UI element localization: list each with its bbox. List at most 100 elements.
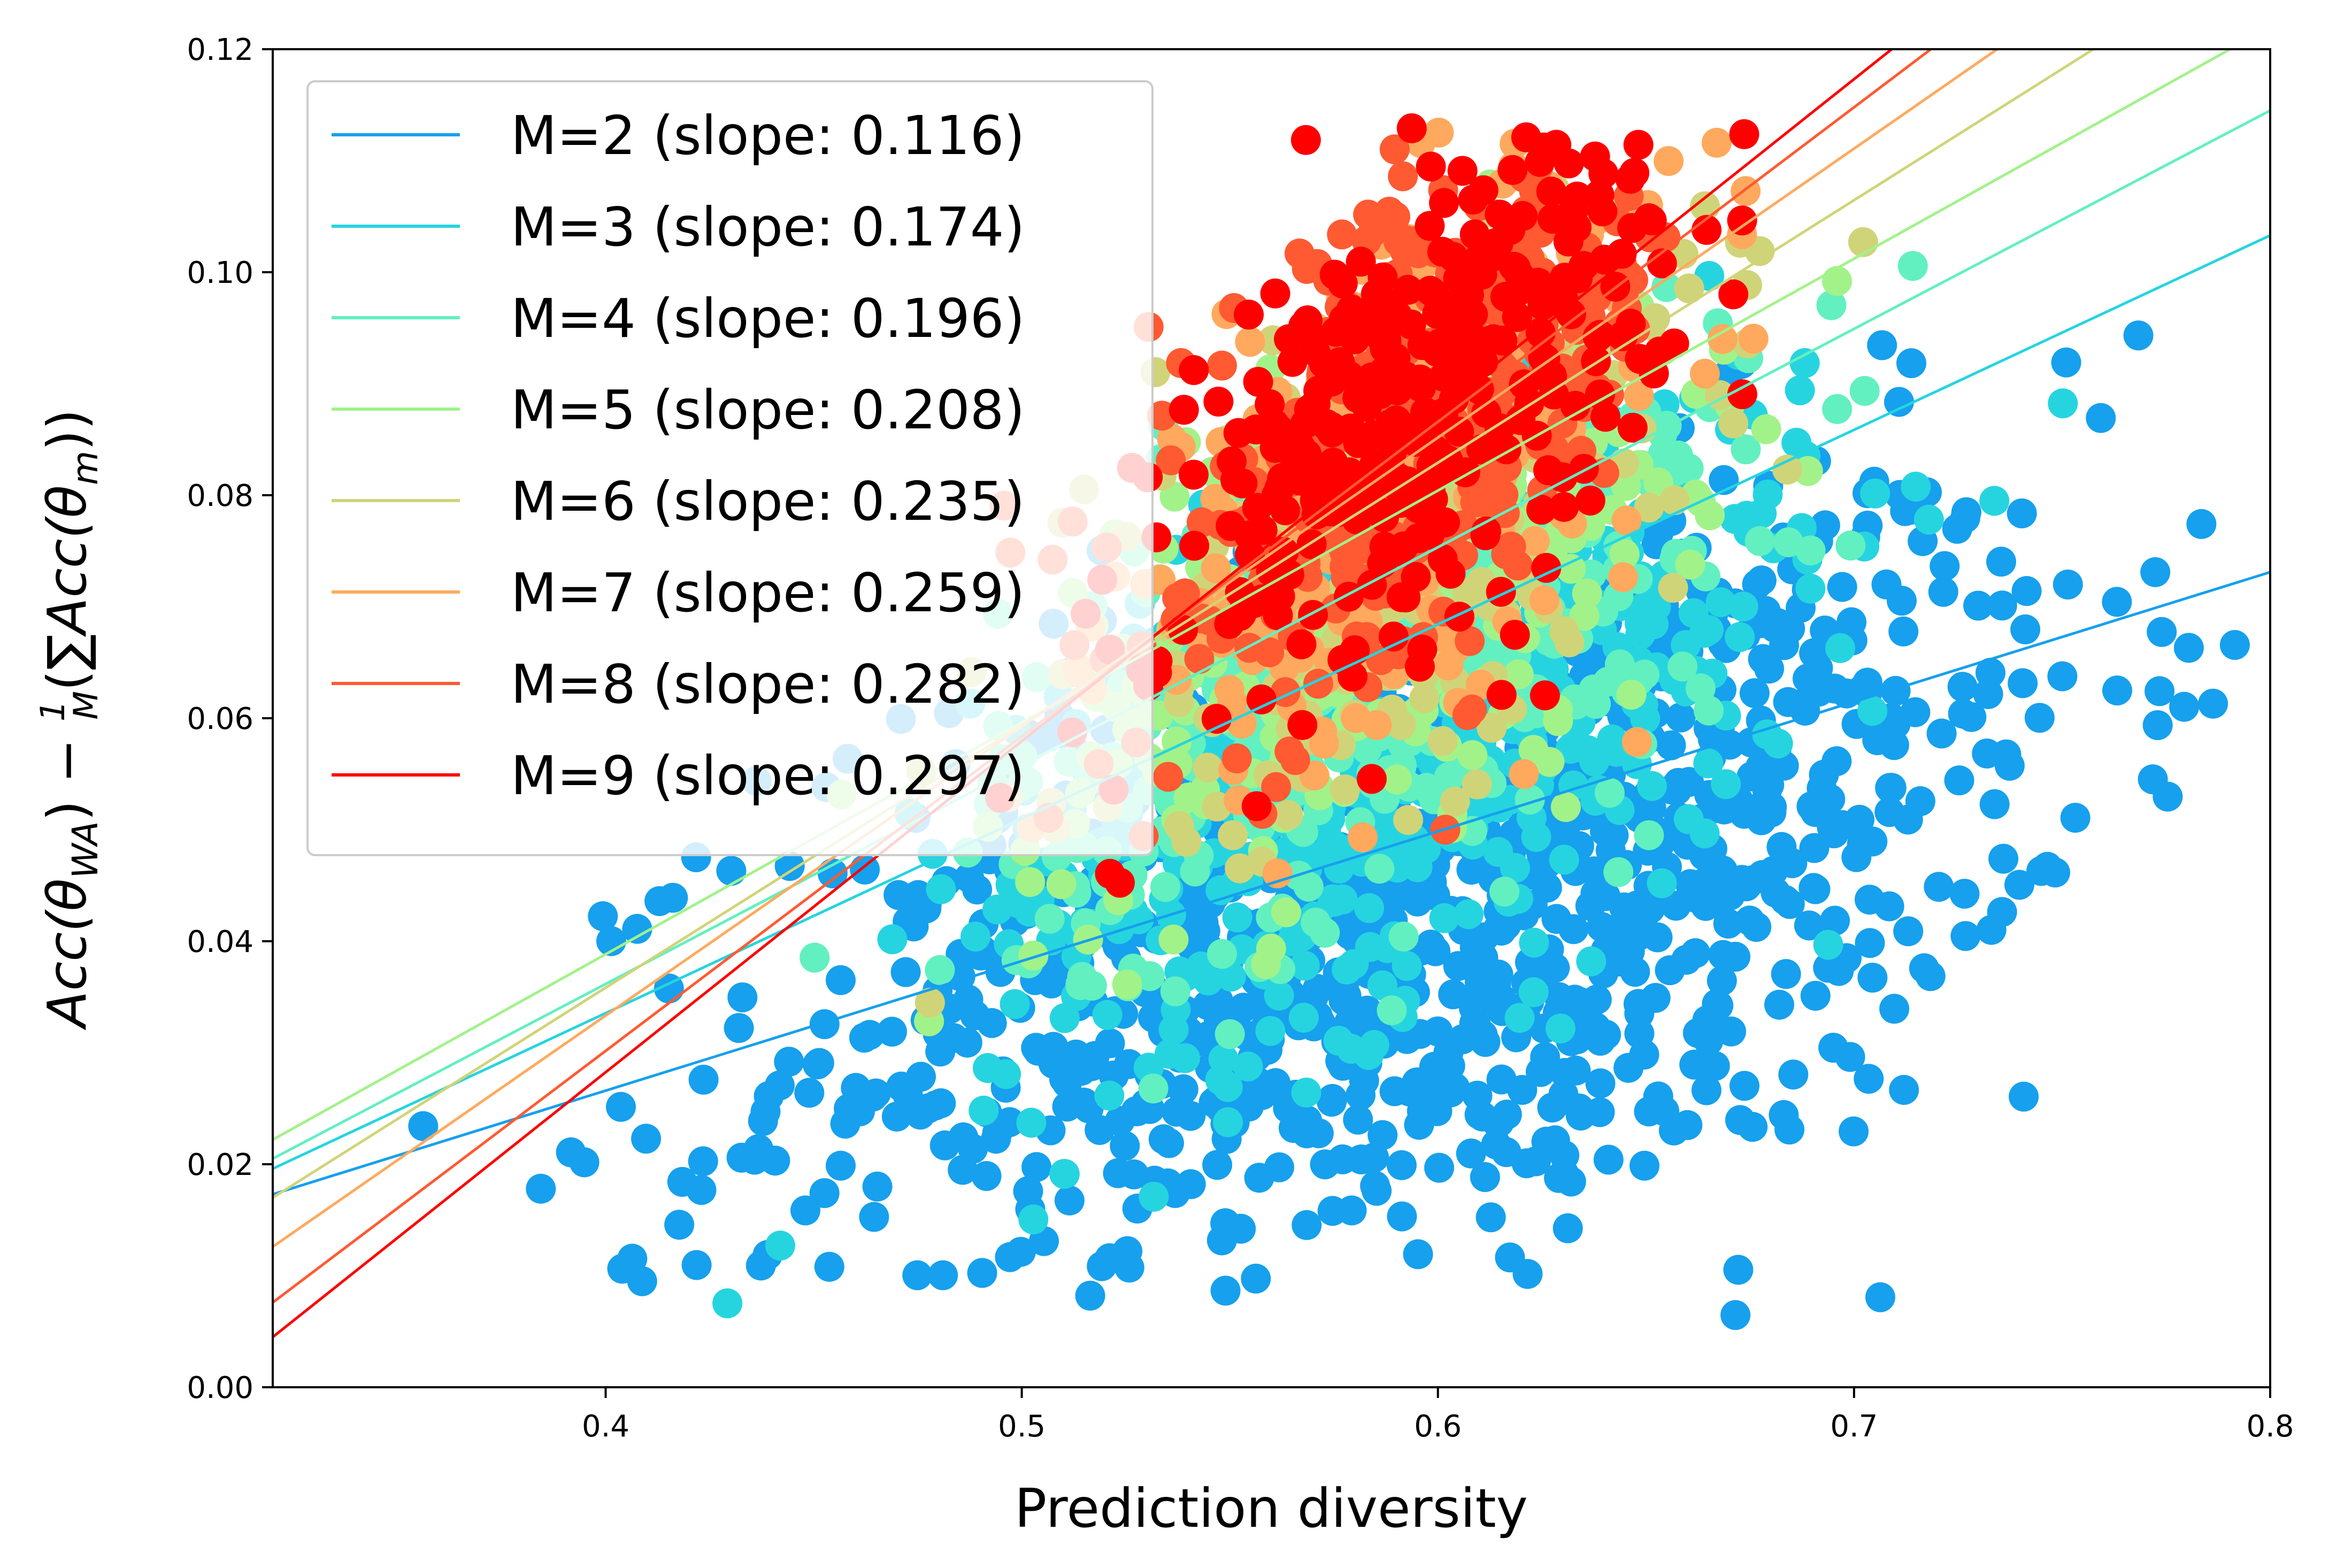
legend-label: M=9 (slope: 0.297) [511, 744, 1025, 807]
data-point [1492, 1100, 1522, 1130]
data-point [1496, 532, 1526, 562]
data-point [1380, 421, 1411, 452]
data-point [1440, 786, 1470, 817]
data-point [1763, 728, 1793, 759]
data-point [1857, 826, 1888, 857]
data-point [1288, 1003, 1319, 1033]
data-point [1477, 712, 1507, 743]
data-point [1158, 1014, 1189, 1045]
data-point [1770, 885, 1800, 915]
data-point [855, 1020, 885, 1050]
data-point [1731, 871, 1762, 902]
data-point [1271, 897, 1302, 927]
data-point [1695, 500, 1725, 531]
data-point [1500, 853, 1530, 883]
data-point [1049, 1003, 1080, 1033]
data-point [1785, 375, 1815, 405]
data-point [1689, 358, 1720, 389]
data-point [1134, 961, 1165, 991]
data-point [1824, 956, 1854, 986]
data-point [1352, 391, 1382, 422]
data-point [1781, 427, 1812, 458]
data-point [1471, 516, 1502, 547]
data-point [1327, 268, 1358, 299]
data-point [1525, 318, 1556, 348]
data-point [1663, 767, 1694, 798]
data-point [1544, 1163, 1574, 1193]
data-point [794, 1078, 825, 1108]
data-point [1417, 406, 1448, 436]
data-point [1150, 872, 1180, 902]
data-point [1979, 789, 2010, 819]
data-point [925, 955, 955, 985]
data-point [1693, 1026, 1724, 1056]
data-point [1357, 764, 1387, 794]
data-point [1727, 205, 1757, 236]
data-point [1416, 151, 1446, 182]
data-point [1909, 953, 1939, 983]
data-point [971, 1161, 1002, 1191]
data-point [1663, 440, 1693, 471]
data-point [1793, 663, 1823, 694]
x-tick-label: 0.6 [1414, 1409, 1462, 1444]
data-point [1422, 1096, 1452, 1126]
data-point [1292, 1210, 1322, 1240]
data-point [1018, 1204, 1049, 1235]
data-point [1659, 328, 1689, 359]
data-point [1694, 695, 1724, 726]
data-point [1486, 577, 1516, 607]
data-point [1716, 1016, 1746, 1047]
data-point [1470, 1162, 1500, 1192]
data-point [1298, 599, 1328, 630]
data-point [2024, 703, 2055, 733]
data-point [1092, 1000, 1123, 1030]
data-point [1675, 549, 1705, 580]
data-point [1893, 916, 1924, 947]
data-point [1424, 1152, 1455, 1183]
data-point [1744, 526, 1775, 556]
y-tick-label: 0.08 [187, 479, 253, 513]
data-point [1153, 762, 1183, 792]
data-point [1460, 324, 1490, 354]
fit-line-M=8 [273, 49, 1933, 1304]
data-point [1234, 299, 1264, 330]
data-point [1444, 602, 1474, 632]
data-point [1317, 1196, 1348, 1226]
data-point [1475, 976, 1505, 1006]
data-point [1016, 1108, 1047, 1138]
data-point [1511, 1148, 1542, 1179]
data-point [1286, 629, 1317, 659]
data-point [1553, 226, 1584, 257]
data-point [1658, 573, 1688, 603]
data-point [1986, 547, 2016, 577]
data-point [1575, 486, 1605, 516]
y-tick-label: 0.00 [187, 1371, 253, 1405]
data-point [1473, 488, 1503, 519]
data-point [1541, 129, 1572, 160]
data-point [1692, 214, 1722, 245]
data-point [1119, 1159, 1149, 1189]
data-point [1747, 498, 1777, 529]
data-point [622, 913, 652, 944]
data-point [1636, 205, 1667, 236]
data-point [1963, 590, 1994, 621]
data-point [1243, 367, 1273, 397]
data-point [1049, 1159, 1080, 1189]
data-point [928, 1260, 958, 1290]
data-point [1611, 505, 1642, 536]
data-point [1440, 1073, 1470, 1103]
data-point [1880, 675, 1911, 706]
data-point [1827, 572, 1857, 602]
data-point [1550, 792, 1581, 823]
data-point [1708, 324, 1738, 354]
data-point [1634, 1096, 1664, 1127]
data-point [890, 957, 921, 987]
data-point [1794, 910, 1824, 941]
data-point [1734, 905, 1765, 936]
data-point [1255, 389, 1285, 419]
data-point [1354, 893, 1385, 924]
y-axis-label: Acc(θWA) − 1M(∑Acc(θm)) [33, 409, 106, 1031]
data-point [1587, 196, 1618, 227]
data-point [1529, 585, 1559, 616]
data-point [1552, 1213, 1583, 1243]
